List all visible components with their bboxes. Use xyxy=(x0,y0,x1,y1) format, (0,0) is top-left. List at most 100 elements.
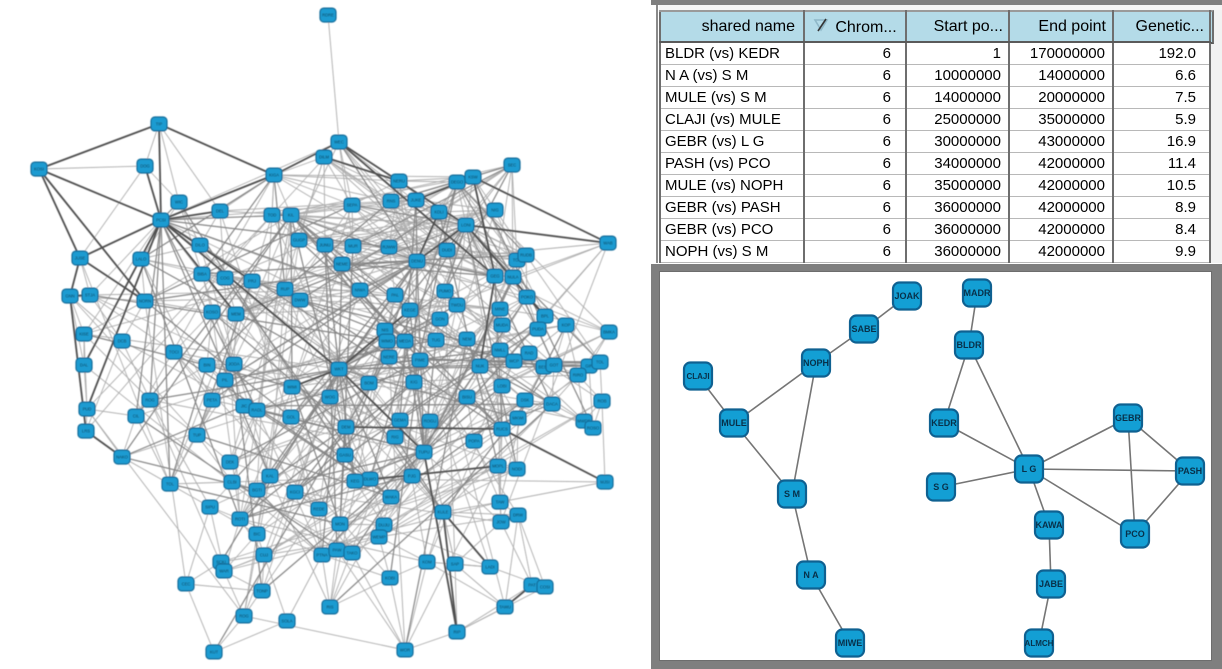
svg-text:COG: COG xyxy=(220,276,230,281)
svg-text:BIC: BIC xyxy=(254,532,261,537)
svg-text:DILO: DILO xyxy=(195,243,206,248)
svg-text:TUPU: TUPU xyxy=(418,450,429,455)
svg-text:PETA: PETA xyxy=(207,398,218,403)
svg-text:KEG: KEG xyxy=(351,479,360,484)
svg-text:TOD: TOD xyxy=(268,213,277,218)
svg-text:PASH: PASH xyxy=(1178,466,1202,476)
svg-text:PJG: PJG xyxy=(408,474,416,479)
svg-text:KEDR: KEDR xyxy=(931,418,957,428)
svg-text:WOG: WOG xyxy=(325,395,335,400)
svg-text:CLBI: CLBI xyxy=(227,480,236,485)
svg-text:WAB: WAB xyxy=(603,241,613,246)
svg-text:DACA: DACA xyxy=(546,402,558,407)
svg-text:ROSO: ROSO xyxy=(587,426,600,431)
svg-text:RADL: RADL xyxy=(251,408,263,413)
svg-text:RIP: RIP xyxy=(454,630,461,635)
svg-text:NEME: NEME xyxy=(336,262,348,267)
svg-text:CEC: CEC xyxy=(182,582,191,587)
svg-text:KULE: KULE xyxy=(438,510,449,515)
svg-text:MON: MON xyxy=(335,522,345,527)
svg-text:RDRE: RDRE xyxy=(322,13,334,18)
svg-text:CIL: CIL xyxy=(133,414,140,419)
svg-text:TAKO: TAKO xyxy=(346,551,358,556)
svg-text:NERU: NERU xyxy=(393,179,405,184)
svg-text:RUDB: RUDB xyxy=(520,253,532,258)
svg-text:LOBI: LOBI xyxy=(497,384,507,389)
svg-text:KIG: KIG xyxy=(410,380,417,385)
svg-text:MADR: MADR xyxy=(964,288,991,298)
svg-text:JODA: JODA xyxy=(228,362,239,367)
svg-text:KAWA: KAWA xyxy=(1036,520,1064,530)
svg-text:TUG: TUG xyxy=(432,338,441,343)
svg-text:SIPU: SIPU xyxy=(205,505,215,510)
svg-text:LRS: LRS xyxy=(82,429,90,434)
svg-text:SABE: SABE xyxy=(851,324,876,334)
svg-text:DAL: DAL xyxy=(80,363,89,368)
svg-text:CUJ: CUJ xyxy=(260,553,268,558)
svg-text:POPA: POPA xyxy=(468,439,480,444)
svg-text:DWW: DWW xyxy=(295,298,306,303)
svg-text:MUDA: MUDA xyxy=(496,323,509,328)
svg-text:MJSI: MJSI xyxy=(600,480,610,485)
svg-text:TWDU: TWDU xyxy=(451,303,464,308)
svg-text:KOSO: KOSO xyxy=(206,310,219,315)
svg-text:DSK: DSK xyxy=(521,398,530,403)
svg-text:GEG: GEG xyxy=(490,274,499,279)
svg-text:JOW: JOW xyxy=(496,520,505,525)
svg-text:JIC: JIC xyxy=(241,404,247,409)
svg-text:NULA: NULA xyxy=(507,275,518,280)
svg-text:DEGO: DEGO xyxy=(451,180,464,185)
svg-text:BISU: BISU xyxy=(462,395,472,400)
svg-text:SEC: SEC xyxy=(508,163,517,168)
svg-text:GNN: GNN xyxy=(65,294,74,299)
svg-text:JABE: JABE xyxy=(1039,579,1063,589)
svg-text:ALMCH: ALMCH xyxy=(1025,639,1054,648)
svg-text:JUKE: JUKE xyxy=(411,198,422,203)
svg-text:BPL: BPL xyxy=(541,314,550,319)
svg-text:KSW: KSW xyxy=(468,175,478,180)
svg-text:REDE: REDE xyxy=(313,507,325,512)
svg-text:WEC: WEC xyxy=(334,140,344,145)
svg-text:NODI: NODI xyxy=(512,467,522,472)
svg-text:RIG: RIG xyxy=(391,435,398,440)
svg-text:PRJ: PRJ xyxy=(248,279,256,284)
svg-text:JOAK: JOAK xyxy=(894,291,920,301)
svg-text:GOT: GOT xyxy=(549,363,559,368)
svg-text:KEGE: KEGE xyxy=(404,308,416,313)
svg-text:ROG: ROG xyxy=(239,614,249,619)
svg-text:ROB: ROB xyxy=(597,399,606,404)
svg-text:GOL: GOL xyxy=(287,415,297,420)
svg-text:SEPA: SEPA xyxy=(347,203,358,208)
svg-text:WIC: WIC xyxy=(175,200,183,205)
svg-text:KUT: KUT xyxy=(210,650,219,655)
svg-text:MEDA: MEDA xyxy=(399,339,411,344)
svg-text:JUNU: JUNU xyxy=(319,243,330,248)
svg-text:TOP: TOP xyxy=(513,258,522,263)
svg-text:MUR: MUR xyxy=(348,244,358,249)
svg-text:PAT: PAT xyxy=(528,583,536,588)
svg-text:KIL: KIL xyxy=(288,213,295,218)
svg-text:ROTI: ROTI xyxy=(235,517,245,522)
svg-text:GASU: GASU xyxy=(339,453,351,458)
svg-text:PIME: PIME xyxy=(415,358,425,363)
svg-text:DLWO: DLWO xyxy=(364,477,377,482)
svg-text:KISE: KISE xyxy=(79,332,89,337)
svg-text:LALO: LALO xyxy=(136,257,147,262)
svg-text:TOL: TOL xyxy=(596,360,605,365)
svg-text:MWDE: MWDE xyxy=(577,419,590,424)
svg-text:PAW: PAW xyxy=(332,548,341,553)
svg-text:NMLL: NMLL xyxy=(494,348,506,353)
svg-text:NERE: NERE xyxy=(383,355,395,360)
svg-text:WKT: WKT xyxy=(334,367,344,372)
svg-text:SAP: SAP xyxy=(451,562,460,567)
svg-text:BESE: BESE xyxy=(538,365,549,370)
svg-text:DEL: DEL xyxy=(216,209,225,214)
svg-text:PCO: PCO xyxy=(1125,529,1145,539)
svg-text:NIS: NIS xyxy=(382,328,389,333)
svg-text:BMKA: BMKA xyxy=(603,330,615,335)
svg-text:MOPL: MOPL xyxy=(492,464,505,469)
svg-text:TUP: TUP xyxy=(193,433,202,438)
svg-text:S M: S M xyxy=(784,489,800,499)
svg-text:PIL: PIL xyxy=(222,378,229,383)
svg-text:MULE: MULE xyxy=(721,418,747,428)
